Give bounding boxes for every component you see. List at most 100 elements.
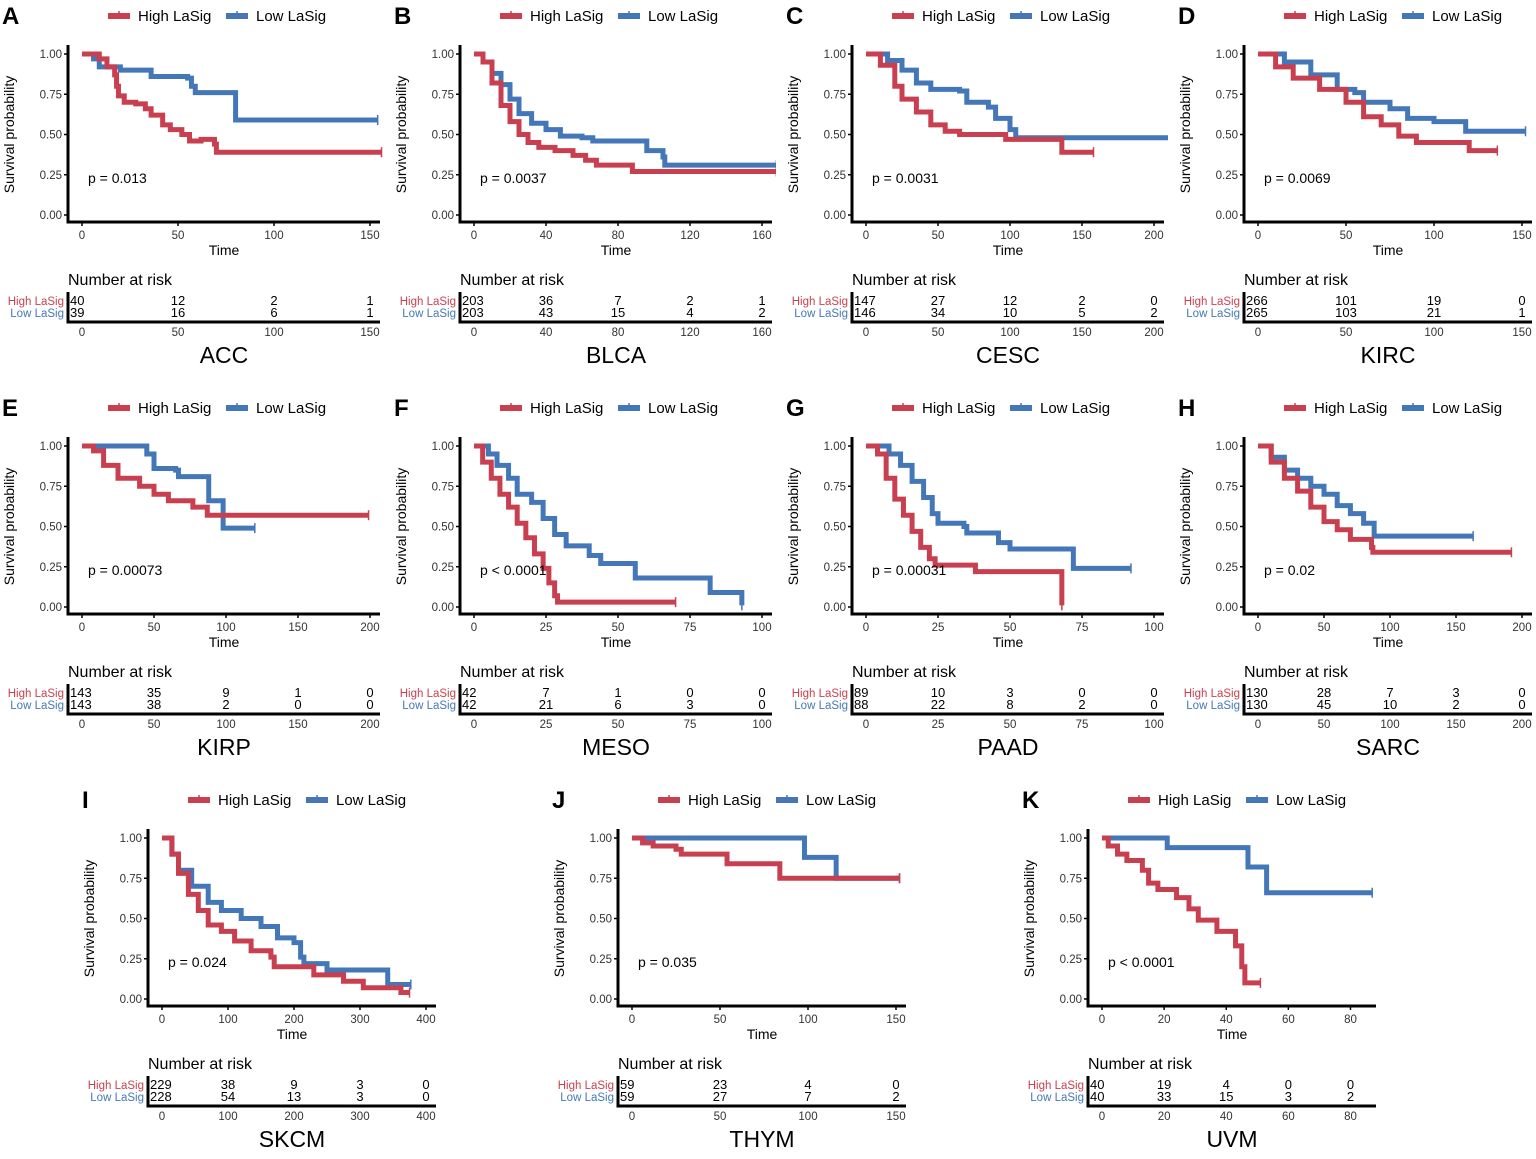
km-panel-paad: G High LaSig Low LaSig Survival probability… [784, 392, 1168, 767]
cancer-type-title: ACC [200, 342, 249, 368]
risk-x-tick-label: 80 [612, 327, 625, 339]
y-tick-label: 0.25 [824, 170, 846, 182]
risk-count-high: 0 [1285, 1077, 1292, 1092]
risk-count-low: 43 [539, 305, 553, 320]
km-curve-high [1258, 443, 1512, 555]
y-tick-label: 0.50 [120, 914, 142, 926]
cancer-type-title: PAAD [978, 734, 1039, 760]
x-tick-label: 100 [752, 622, 771, 634]
x-tick-label: 100 [218, 1014, 237, 1026]
x-tick-label: 75 [684, 622, 697, 634]
risk-count-low: 4 [686, 305, 693, 320]
risk-count-low: 88 [854, 697, 868, 712]
legend-label-high: High LaSig [1314, 400, 1387, 417]
risk-count-low: 2 [1078, 697, 1085, 712]
p-value: p = 0.0037 [480, 170, 547, 186]
cancer-type-title: BLCA [586, 342, 647, 368]
risk-x-tick-label: 50 [612, 719, 625, 731]
risk-count-high: 4 [804, 1077, 811, 1092]
x-tick-label: 40 [1220, 1014, 1233, 1026]
y-tick-label: 0.00 [40, 210, 62, 222]
risk-row-label-high: High LaSig [792, 688, 848, 700]
km-curve-high [82, 51, 382, 155]
risk-x-tick-label: 100 [1144, 719, 1163, 731]
x-tick-label: 50 [714, 1014, 727, 1026]
risk-count-low: 10 [1383, 697, 1397, 712]
risk-count-high: 0 [366, 685, 373, 700]
panel-letter: H [1178, 395, 1195, 422]
panel-letter: D [1178, 3, 1195, 30]
y-tick-label: 0.50 [824, 130, 846, 142]
risk-x-tick-label: 50 [1318, 719, 1331, 731]
risk-x-tick-label: 50 [1004, 719, 1017, 731]
risk-x-tick-label: 40 [1220, 1111, 1233, 1123]
x-axis-label: Time [601, 242, 632, 258]
risk-count-low: 38 [147, 697, 161, 712]
risk-count-high: 36 [539, 293, 553, 308]
risk-row-label-high: High LaSig [88, 1080, 144, 1092]
risk-count-low: 1 [366, 305, 373, 320]
risk-count-low: 22 [931, 697, 945, 712]
legend-label-high: High LaSig [530, 400, 603, 417]
p-value: p = 0.00031 [872, 562, 947, 578]
risk-x-tick-label: 0 [159, 1111, 165, 1123]
x-tick-label: 0 [471, 622, 477, 634]
x-axis-label: Time [1373, 634, 1404, 650]
risk-count-low: 54 [221, 1089, 235, 1104]
y-tick-label: 0.00 [824, 602, 846, 614]
risk-row-label-low: Low LaSig [560, 1092, 614, 1104]
risk-count-low: 6 [270, 305, 277, 320]
legend-label-high: High LaSig [1158, 792, 1231, 809]
p-value: p = 0.00073 [88, 562, 163, 578]
p-value: p < 0.0001 [480, 562, 547, 578]
risk-row-label-low: Low LaSig [402, 700, 456, 712]
panel-letter: B [394, 3, 411, 30]
y-tick-label: 0.50 [1216, 522, 1238, 534]
legend-label-low: Low LaSig [1276, 792, 1346, 809]
y-tick-label: 0.00 [432, 210, 454, 222]
risk-count-high: 1 [294, 685, 301, 700]
risk-count-low: 16 [171, 305, 185, 320]
km-curve-low [866, 443, 1131, 571]
km-curve-high [866, 443, 1065, 606]
risk-x-tick-label: 100 [264, 327, 283, 339]
risk-count-high: 0 [1150, 685, 1157, 700]
legend-label-high: High LaSig [922, 8, 995, 25]
legend-label-low: Low LaSig [806, 792, 876, 809]
y-tick-label: 0.00 [590, 994, 612, 1006]
risk-x-tick-label: 25 [932, 719, 945, 731]
risk-x-tick-label: 25 [540, 719, 553, 731]
risk-count-high: 35 [147, 685, 161, 700]
legend-label-low: Low LaSig [1432, 8, 1502, 25]
y-axis-label: Survival probability [1, 468, 17, 586]
x-tick-label: 80 [1344, 1014, 1357, 1026]
risk-count-high: 40 [1090, 1077, 1104, 1092]
x-tick-label: 40 [540, 230, 553, 242]
risk-count-high: 203 [462, 293, 484, 308]
cancer-type-title: SARC [1356, 734, 1420, 760]
risk-x-tick-label: 100 [1424, 327, 1443, 339]
risk-count-low: 2 [758, 305, 765, 320]
risk-count-high: 3 [356, 1077, 363, 1092]
risk-x-tick-label: 0 [471, 719, 477, 731]
risk-count-high: 38 [221, 1077, 235, 1092]
p-value: p = 0.0069 [1264, 170, 1331, 186]
risk-row-label-high: High LaSig [792, 296, 848, 308]
x-tick-label: 0 [471, 230, 477, 242]
x-axis-label: Time [601, 634, 632, 650]
x-axis-label: Time [1217, 1026, 1248, 1042]
y-axis-label: Survival probability [551, 860, 567, 978]
risk-count-low: 3 [686, 697, 693, 712]
y-tick-label: 0.50 [432, 130, 454, 142]
risk-count-high: 7 [542, 685, 549, 700]
risk-count-low: 103 [1335, 305, 1357, 320]
risk-count-low: 2 [222, 697, 229, 712]
y-tick-label: 0.50 [1060, 914, 1082, 926]
risk-count-low: 21 [1427, 305, 1441, 320]
